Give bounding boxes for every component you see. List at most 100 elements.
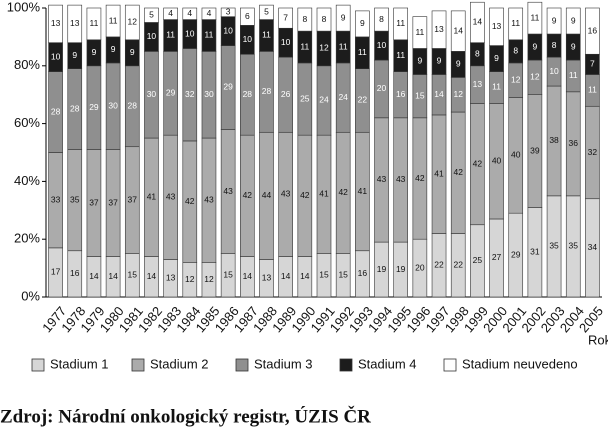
data-label: 43 [377, 174, 387, 184]
data-label: 20 [415, 262, 425, 272]
data-label: 22 [453, 259, 463, 269]
data-label: 9 [571, 15, 576, 25]
data-label: 4 [168, 8, 173, 18]
y-tick-label: 60% [14, 115, 40, 130]
data-label: 9 [92, 47, 97, 57]
bar-segment [105, 4, 121, 38]
data-label: 12 [511, 75, 521, 85]
legend-swatch [235, 358, 249, 372]
bar-segment [278, 7, 293, 29]
data-label: 10 [185, 28, 195, 38]
bar-segment [565, 7, 581, 35]
data-label: 35 [70, 194, 80, 204]
data-label: 44 [262, 190, 272, 200]
bar-segment [297, 7, 313, 32]
data-label: 15 [128, 270, 138, 280]
data-label: 9 [533, 41, 538, 51]
data-label: 12 [204, 274, 214, 284]
data-label: 37 [108, 197, 118, 207]
bar-segment [374, 7, 389, 32]
data-label: 14 [300, 271, 310, 281]
data-label: 10 [243, 34, 253, 44]
data-label: 9 [456, 59, 461, 69]
data-label: 13 [434, 24, 444, 34]
x-axis-label: Rok [588, 332, 608, 347]
data-label: 24 [338, 92, 348, 102]
data-label: 10 [51, 51, 61, 61]
data-label: 7 [283, 12, 288, 22]
data-label: 13 [70, 18, 80, 28]
y-tick-label: 80% [14, 57, 40, 72]
data-label: 17 [51, 267, 61, 277]
data-label: 11 [415, 27, 424, 37]
data-label: 16 [396, 89, 406, 99]
data-label: 14 [108, 271, 118, 281]
data-label: 8 [475, 48, 480, 58]
data-label: 6 [245, 11, 250, 21]
data-label: 43 [204, 194, 214, 204]
data-label: 19 [396, 264, 406, 274]
data-label: 43 [166, 192, 176, 202]
data-label: 43 [281, 189, 291, 199]
data-label: 8 [379, 14, 384, 24]
data-label: 35 [569, 241, 579, 251]
bar-segment [182, 7, 198, 20]
data-label: 25 [300, 93, 310, 103]
data-label: 28 [128, 101, 138, 111]
data-label: 32 [588, 147, 598, 157]
data-label: 11 [396, 50, 405, 60]
data-label: 42 [243, 190, 253, 200]
bar-segment [508, 7, 524, 41]
data-label: 14 [473, 17, 483, 27]
bar-segment [546, 7, 562, 35]
data-label: 12 [530, 72, 540, 82]
bar-segment [67, 4, 83, 43]
data-label: 14 [281, 271, 291, 281]
data-label: 30 [147, 89, 157, 99]
bar-segment [393, 7, 408, 41]
data-label: 11 [588, 85, 597, 95]
y-tick-label: 40% [14, 173, 40, 188]
data-label: 42 [338, 187, 348, 197]
data-label: 14 [243, 271, 253, 281]
data-label: 39 [530, 145, 540, 155]
data-label: 22 [358, 95, 368, 105]
data-label: 11 [511, 18, 520, 28]
data-label: 30 [108, 101, 118, 111]
legend-swatch [443, 358, 457, 372]
data-label: 29 [223, 82, 233, 92]
data-label: 10 [377, 40, 387, 50]
data-label: 13 [51, 18, 61, 28]
data-label: 19 [377, 264, 387, 274]
data-label: 14 [89, 271, 99, 281]
data-label: 9 [437, 56, 442, 66]
bar-segment [316, 7, 332, 32]
data-label: 14 [434, 89, 444, 99]
data-label: 11 [530, 12, 539, 22]
data-label: 41 [319, 189, 329, 199]
data-label: 14 [147, 271, 157, 281]
data-label: 10 [549, 66, 559, 76]
data-label: 13 [166, 272, 176, 282]
legend-label: Stadium 1 [50, 356, 109, 371]
data-label: 40 [492, 155, 502, 165]
data-label: 8 [513, 46, 518, 56]
bar-segment [220, 7, 236, 17]
data-label: 38 [549, 135, 559, 145]
data-label: 29 [511, 249, 521, 259]
legend-label: Stadium 3 [254, 356, 313, 371]
data-label: 37 [89, 197, 99, 207]
data-label: 4 [207, 8, 212, 18]
data-label: 15 [319, 270, 329, 280]
y-tick-label: 20% [14, 231, 40, 246]
legend-swatch [131, 358, 145, 372]
bar-segment [48, 4, 63, 43]
data-label: 40 [511, 150, 521, 160]
data-label: 8 [552, 40, 557, 50]
data-label: 24 [319, 95, 329, 105]
data-label: 13 [492, 21, 502, 31]
data-label: 41 [147, 192, 157, 202]
y-tick-label: 100% [7, 0, 41, 14]
data-label: 8 [302, 14, 307, 24]
